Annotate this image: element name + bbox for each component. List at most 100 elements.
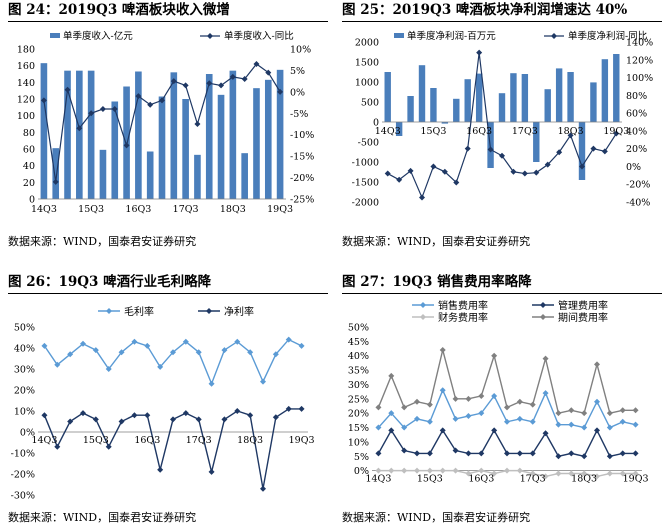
line-point [298, 342, 305, 349]
bar [475, 73, 483, 122]
line-point [159, 97, 165, 104]
legend-marker [540, 302, 546, 308]
line-point [195, 349, 202, 356]
line-point [54, 361, 61, 368]
line-point [579, 163, 585, 170]
y-tick-label-left: 140 [17, 78, 35, 89]
legend-marker [106, 308, 112, 314]
line-point [80, 410, 86, 417]
bar [276, 69, 284, 199]
line-point [64, 86, 71, 93]
y-tick-label-right: 10% [290, 45, 311, 56]
line-point [144, 412, 151, 419]
bar [384, 72, 391, 122]
x-tick-label: 19Q3 [267, 204, 293, 215]
legend-bar-swatch [394, 33, 404, 38]
y-tick-label-left: -1500 [352, 178, 379, 189]
x-tick-label: 14Q3 [365, 474, 391, 485]
line-point [544, 161, 551, 168]
line-point [529, 418, 536, 425]
line-point [208, 468, 215, 475]
line-point [619, 470, 626, 477]
legend-marker [551, 33, 557, 39]
x-tick-label: 18Q3 [558, 126, 584, 137]
line-point [594, 473, 600, 480]
y-tick-label-left: 20 [23, 178, 35, 189]
y-tick-label-left: 0 [373, 118, 379, 129]
line-point [401, 467, 408, 474]
bar [567, 72, 574, 122]
line-point [401, 404, 408, 411]
bar [395, 122, 403, 136]
y-tick-label: 10% [14, 407, 35, 418]
line-point [401, 424, 408, 431]
x-tick-label: 15Q3 [420, 126, 446, 137]
line-point [555, 410, 562, 417]
line-point [555, 470, 562, 477]
line-point [568, 470, 575, 477]
bar [146, 151, 154, 199]
y-tick-label: 30% [14, 365, 35, 376]
legend-bar-swatch [50, 33, 60, 38]
panel-fig27: 图 27：19Q3 销售费用率略降 0% 5% 10% 15% 20% 25% 30% 35%… [342, 272, 662, 526]
y-tick-label-left: 40 [23, 161, 35, 172]
line-point [118, 349, 125, 356]
line-point [182, 338, 189, 345]
legend-label: 毛利率 [124, 305, 154, 318]
bar [510, 73, 517, 122]
line-point [632, 421, 639, 428]
title-rule [8, 293, 328, 294]
bar [521, 74, 529, 122]
line-point [194, 121, 201, 127]
y-tick-label: 50% [348, 323, 369, 334]
x-tick-label: 14Q3 [31, 435, 57, 446]
line-point [384, 170, 391, 177]
bar [441, 122, 449, 124]
x-tick-label: 15Q3 [83, 435, 109, 446]
x-tick-label: 17Q3 [512, 126, 538, 137]
line-point [632, 470, 639, 477]
line-point [414, 467, 420, 474]
line-point [170, 78, 177, 85]
line-point [92, 347, 99, 354]
line-point [241, 76, 248, 82]
x-tick-label: 16Q3 [466, 126, 492, 137]
title-rule [8, 21, 328, 22]
line-point [478, 392, 485, 399]
y-tick-label-right: -20% [626, 180, 650, 191]
line-point [41, 412, 48, 419]
bar [418, 65, 426, 122]
y-tick-label-left: 120 [17, 95, 35, 106]
figure-title: 图 27：19Q3 销售费用率略降 [342, 274, 532, 290]
line-point [601, 148, 608, 155]
legend-label: 单季度净利润-同比 [568, 30, 647, 42]
line-point [419, 194, 425, 201]
line-point [465, 450, 472, 457]
bar [264, 79, 272, 199]
x-tick-label: 14Q3 [375, 126, 401, 137]
y-tick-label: 0% [354, 466, 369, 477]
line-point [41, 342, 48, 349]
legend-marker [420, 314, 426, 320]
line-point [67, 351, 74, 358]
line-point [229, 73, 236, 80]
line-point [388, 372, 395, 379]
y-tick-label-left: 2000 [355, 38, 379, 49]
x-tick-label: 17Q3 [520, 474, 546, 485]
line-point [504, 404, 510, 411]
line-point [265, 69, 272, 76]
x-tick-label: 18Q3 [237, 435, 263, 446]
line-point [464, 145, 471, 152]
bar [76, 70, 83, 199]
line-point [426, 467, 433, 474]
y-tick-label-right: -15% [290, 152, 314, 163]
line-point [568, 407, 575, 414]
y-tick-label: 20% [348, 409, 369, 420]
bar [498, 93, 506, 122]
line-point [465, 395, 472, 402]
line-point [111, 106, 118, 112]
source-note: 数据来源：WIND，国泰君安证券研究 [342, 511, 531, 524]
line-point [516, 450, 523, 457]
y-tick-label-right: 0% [626, 162, 641, 173]
line-point [375, 467, 382, 474]
